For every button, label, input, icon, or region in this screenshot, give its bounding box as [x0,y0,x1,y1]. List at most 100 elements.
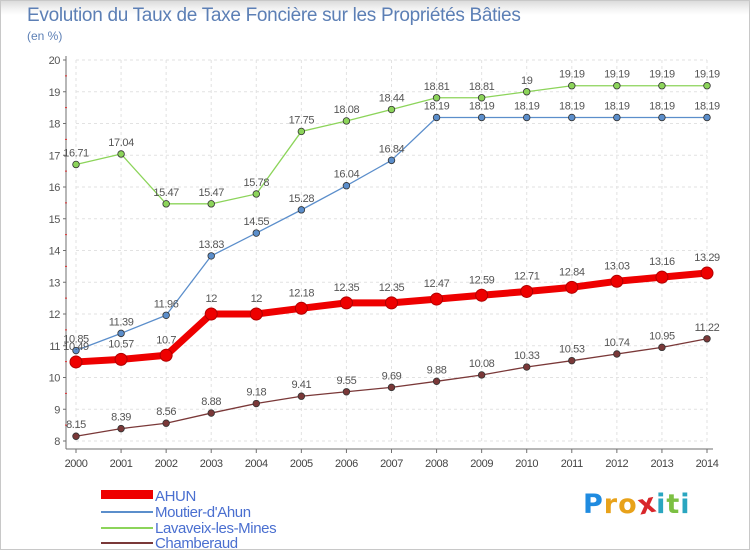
data-point-lavaveix-les-mines-2010 [523,88,531,96]
data-label-ahun-2004: 12 [251,293,263,305]
data-label-lavaveix-les-mines-2001: 17.04 [108,137,134,149]
data-label-lavaveix-les-mines-2007: 18.44 [379,93,405,105]
data-point-lavaveix-les-mines-2004 [252,190,260,198]
data-label-chamberaud-2003: 8.88 [201,396,221,408]
data-point-moutier-d-ahun-2001 [117,329,125,338]
data-point-moutier-d-ahun-2013 [658,113,666,122]
data-label-ahun-2009: 12.59 [469,274,495,286]
y-tick-label-9: 9 [54,404,60,416]
data-point-chamberaud-2007 [387,383,396,392]
data-label-lavaveix-les-mines-2014: 19.19 [694,69,720,81]
data-point-ahun-2007 [385,296,398,310]
data-label-ahun-2011: 12.84 [559,266,585,278]
data-point-lavaveix-les-mines-2002 [162,200,170,208]
logo-letter: i [656,489,667,520]
data-point-chamberaud-2010 [523,363,531,371]
data-point-lavaveix-les-mines-2012 [613,82,621,90]
data-point-chamberaud-2013 [658,343,666,352]
data-point-lavaveix-les-mines-2001 [117,150,125,158]
data-point-moutier-d-ahun-2011 [568,113,576,122]
data-label-moutier-d-ahun-2012: 18.19 [604,100,630,112]
data-point-chamberaud-2008 [432,377,441,386]
data-label-moutier-d-ahun-2010: 18.19 [514,100,540,112]
data-point-chamberaud-2002 [162,419,170,427]
data-point-lavaveix-les-mines-2013 [658,82,666,90]
data-label-lavaveix-les-mines-2006: 18.08 [334,104,360,116]
y-tick-label-15: 15 [49,214,61,226]
y-tick-label-10: 10 [49,373,61,385]
chart-title: Evolution du Taux de Taxe Foncière sur l… [27,5,521,26]
x-tick-label-2009: 2009 [470,458,493,470]
data-label-ahun-2010: 12.71 [514,270,540,282]
x-tick-label-2007: 2007 [380,458,403,470]
y-tick-label-8: 8 [54,436,60,448]
x-tick-label-2013: 2013 [650,458,673,470]
unit-label: (en %) [27,29,63,43]
data-label-lavaveix-les-mines-2000: 16.71 [63,147,89,159]
x-tick-label-2012: 2012 [605,458,628,470]
data-point-chamberaud-2004 [252,399,260,408]
legend-label-ahun: AHUN [155,488,196,505]
data-label-ahun-2003: 12 [205,293,217,305]
x-tick-label-2003: 2003 [200,458,223,470]
data-label-chamberaud-2007: 9.69 [382,370,402,382]
data-label-moutier-d-ahun-2009: 18.19 [469,100,495,112]
y-tick-label-18: 18 [49,119,61,131]
data-point-chamberaud-2003 [207,409,215,417]
data-label-lavaveix-les-mines-2005: 17.75 [289,114,315,126]
data-label-chamberaud-2013: 10.95 [649,330,675,342]
logo-letter: o [618,489,638,520]
logo-letter: P [583,489,604,520]
legend-swatch-chamberaud [101,542,153,544]
data-point-ahun-2014 [700,266,714,280]
data-point-lavaveix-les-mines-2014 [703,82,711,90]
x-tick-label-2005: 2005 [290,458,313,470]
data-point-chamberaud-2011 [568,356,576,365]
data-label-moutier-d-ahun-2004: 14.55 [244,216,270,228]
data-label-moutier-d-ahun-2005: 15.28 [289,193,315,205]
data-label-ahun-2001: 10.57 [108,338,134,350]
data-label-chamberaud-2011: 10.53 [559,344,585,356]
data-point-ahun-2009 [475,288,489,302]
x-tick-label-2008: 2008 [425,458,448,470]
data-label-chamberaud-2008: 9.88 [427,364,447,376]
proxiti-logo: Proxiti [583,487,691,521]
data-point-chamberaud-2014 [703,335,711,343]
data-label-ahun-2007: 12.35 [379,282,405,294]
data-point-ahun-2003 [204,307,218,321]
data-label-moutier-d-ahun-2011: 18.19 [559,100,585,112]
x-tick-label-2004: 2004 [245,458,268,470]
data-label-lavaveix-les-mines-2004: 15.78 [244,177,270,189]
y-tick-label-16: 16 [49,182,61,194]
logo-letter: i [680,489,691,520]
data-point-moutier-d-ahun-2008 [432,113,441,122]
data-label-chamberaud-2000: 8.15 [66,419,86,431]
data-point-lavaveix-les-mines-2000 [72,160,80,169]
data-point-lavaveix-les-mines-2005 [297,127,306,136]
legend-label-chamberaud: Chamberaud [155,535,238,552]
data-point-chamberaud-2000 [72,432,80,440]
data-label-moutier-d-ahun-2007: 16.84 [379,143,405,155]
data-label-moutier-d-ahun-2003: 13.83 [198,239,224,251]
data-label-chamberaud-2012: 10.74 [604,337,630,349]
data-label-ahun-2013: 13.16 [649,256,675,268]
data-label-ahun-2006: 12.35 [334,282,360,294]
data-point-ahun-2005 [294,301,308,315]
data-point-ahun-2000 [69,355,83,369]
data-point-chamberaud-2001 [117,424,125,433]
data-label-chamberaud-2014: 11.22 [695,322,720,334]
data-point-ahun-2004 [249,307,263,321]
data-label-chamberaud-2001: 8.39 [111,412,131,424]
logo-letter: t [666,489,681,520]
data-point-moutier-d-ahun-2002 [162,311,170,319]
data-point-moutier-d-ahun-2007 [387,156,396,165]
data-label-ahun-2008: 12.47 [424,278,450,290]
data-label-chamberaud-2010: 10.33 [514,350,540,362]
x-tick-label-2001: 2001 [110,458,133,470]
data-label-lavaveix-les-mines-2002: 15.47 [153,187,179,199]
data-point-ahun-2012 [610,274,624,288]
data-point-lavaveix-les-mines-2009 [477,94,486,102]
logo-letter: r [603,489,619,520]
data-point-ahun-2001 [114,352,128,366]
